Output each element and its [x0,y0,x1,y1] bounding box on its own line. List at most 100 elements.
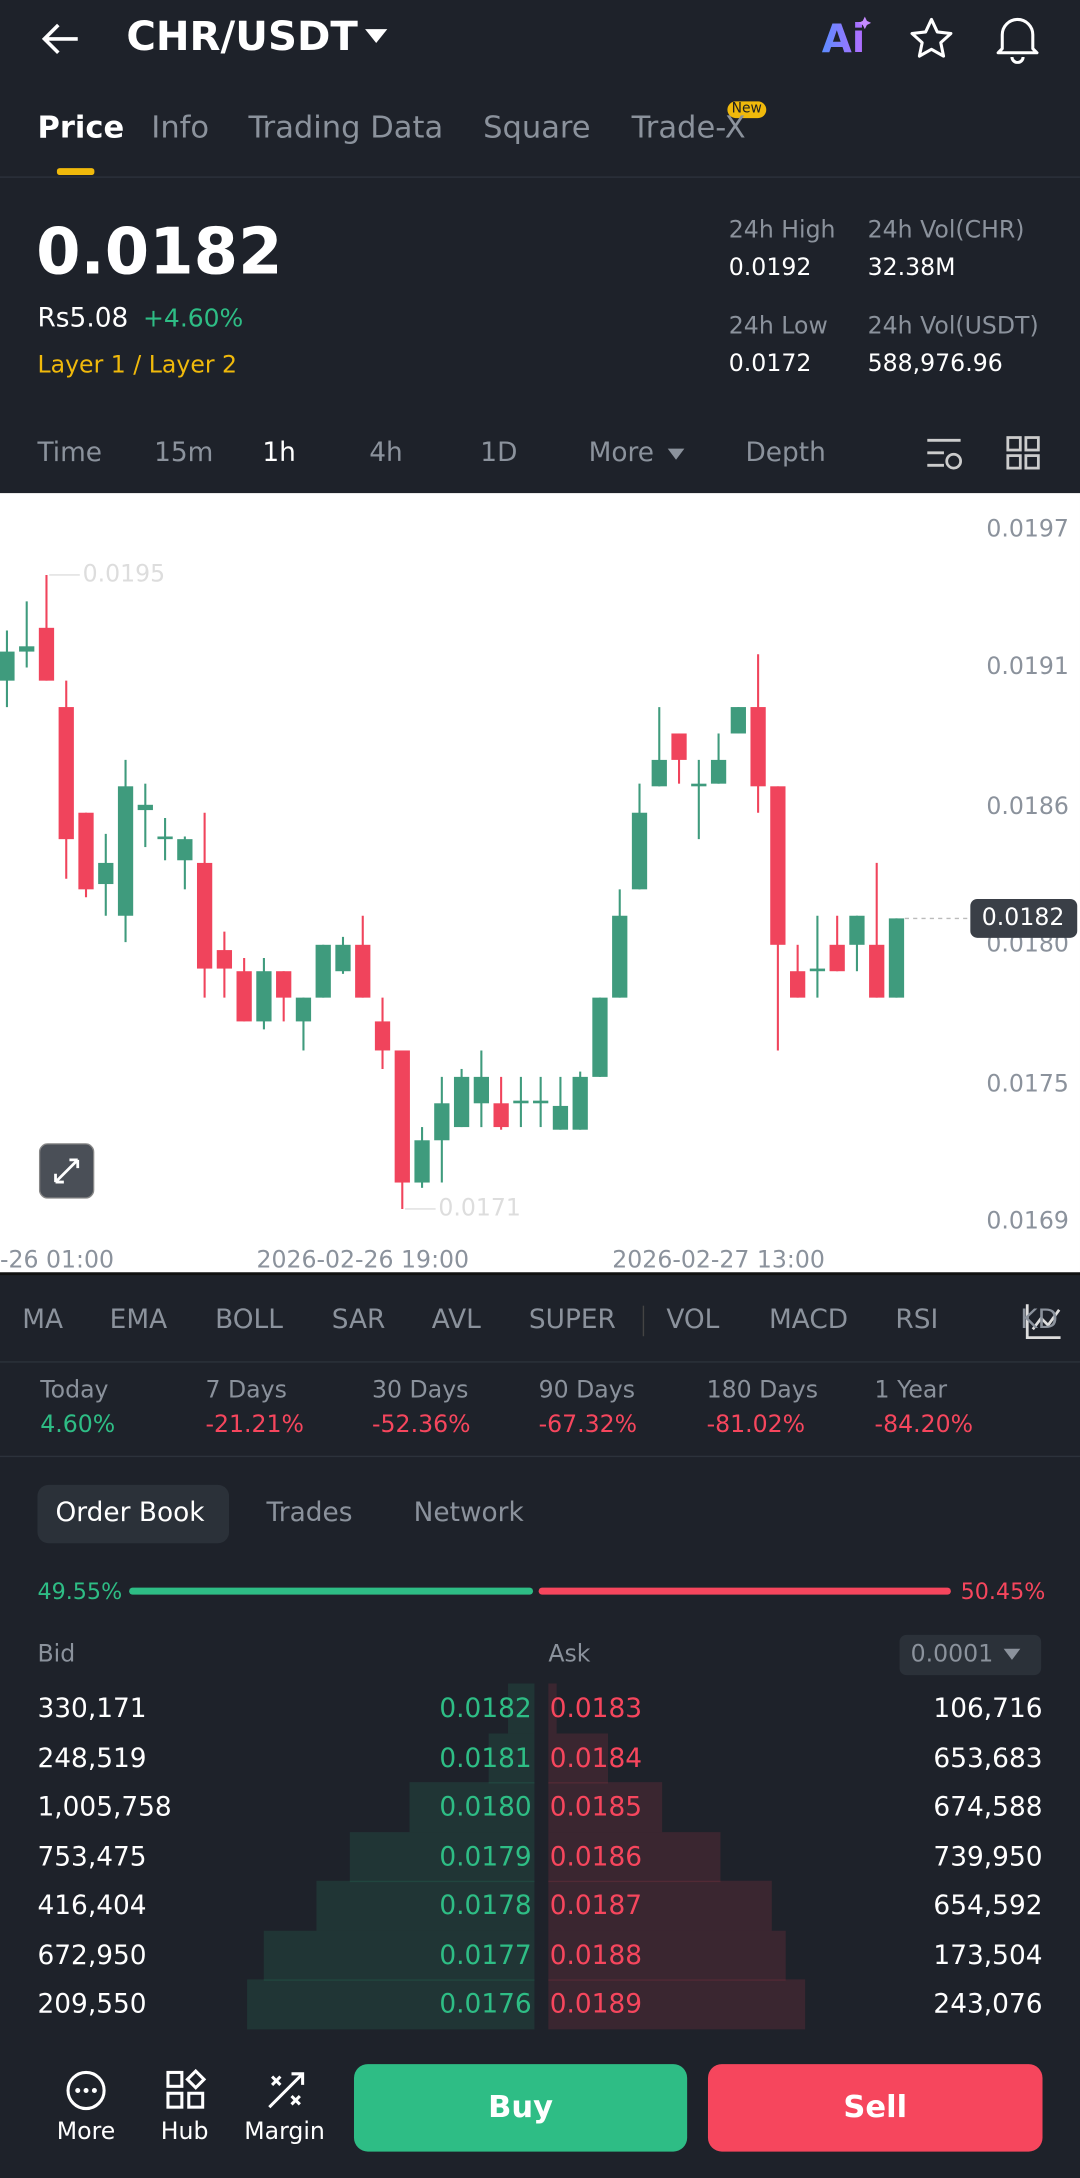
bid-depth [349,1831,535,1882]
tab[interactable]: Square [483,111,591,146]
settings-icon[interactable] [925,435,967,474]
indicator[interactable]: SAR [331,1304,386,1335]
interval[interactable]: Time [37,437,103,469]
precision-box[interactable] [899,1634,1042,1676]
candle-body [117,786,134,916]
margin-icon[interactable] [264,2068,308,2112]
indicator[interactable]: BOLL [215,1304,283,1335]
bid-depth [488,1732,535,1783]
ask-price: 0.0189 [549,1989,643,2020]
interval[interactable]: 15m [154,437,214,469]
stat-label: 24h Vol(USDT) [867,312,1039,341]
buy-label[interactable]: Buy [488,2090,554,2126]
candle-body [869,944,885,998]
bid-price: 0.0178 [439,1890,532,1922]
nav-label[interactable]: More [56,2118,116,2147]
bid-ratio-bar [129,1587,534,1595]
x-tick-label: -26 01:00 [0,1246,114,1273]
indicator[interactable]: VOL [666,1304,720,1335]
divider [0,176,1080,178]
low-label: 0.0171 [438,1193,521,1221]
period-change: -67.32% [538,1411,638,1440]
interval[interactable]: 4h [369,437,403,469]
candle-body [829,944,845,972]
candle-body [453,1076,470,1128]
ask-depth [548,1831,721,1882]
candle-body [493,1103,509,1128]
bid-price: 0.0180 [439,1791,532,1823]
indicator[interactable]: EMA [109,1304,168,1335]
y-tick-label: 0.0191 [986,652,1069,680]
bid-depth [263,1930,535,1981]
period-label: 30 Days [372,1376,469,1405]
nav-label[interactable]: Margin [244,2118,325,2147]
tab[interactable]: Trade-X [631,111,746,146]
ask-qty: 173,504 [933,1939,1043,1971]
hub-icon[interactable] [164,2068,208,2112]
period-label: 7 Days [205,1376,287,1405]
candle-body [849,915,865,945]
bid-qty: 1,005,758 [37,1791,172,1823]
new-badge: New [727,101,767,119]
candle-body [770,786,786,945]
more-icon[interactable] [64,2068,108,2112]
candle-body [888,918,905,998]
layout-icon[interactable] [1005,435,1044,474]
star-icon[interactable] [908,15,955,62]
bid-price: 0.0177 [439,1939,532,1971]
bid-qty: 330,171 [37,1693,147,1724]
interval[interactable]: 1D [480,437,518,469]
interval[interactable]: Depth [745,437,826,469]
indicator[interactable]: SUPER [528,1304,616,1335]
caret [1003,1648,1021,1660]
indicator[interactable]: RSI [895,1304,939,1335]
precision[interactable]: 0.0001 [910,1640,994,1669]
candle-body [473,1076,489,1104]
candle-body [730,707,746,734]
divider [0,1272,1080,1276]
divider [0,1361,1080,1363]
indicator[interactable]: KD [1020,1304,1058,1335]
tab[interactable]: Info [151,111,210,146]
indicator-icon[interactable] [1024,1302,1063,1341]
candle-body [533,1100,549,1104]
bid-depth [316,1880,535,1931]
indicator[interactable]: AVL [431,1304,481,1335]
tab[interactable]: Trading Data [248,111,444,146]
back-icon[interactable] [39,19,83,58]
buy-button[interactable] [353,2064,688,2152]
candle-body [572,1076,588,1130]
candle-body [374,1021,391,1051]
expand-button[interactable] [38,1143,95,1199]
bid-qty: 416,404 [37,1890,147,1922]
y-tick-label: 0.0169 [986,1207,1069,1235]
indicator[interactable]: MACD [769,1304,849,1335]
sector-tag[interactable]: Layer 1 / Layer 2 [37,351,238,380]
period-change: -52.36% [372,1411,471,1440]
bid-price: 0.0176 [439,1989,532,2020]
ask-depth [548,1880,772,1931]
ask-price: 0.0185 [549,1791,643,1823]
indicator[interactable]: MA [22,1304,64,1335]
candle-body [315,944,331,998]
book-tab[interactable]: Network [413,1497,524,1528]
sell-label[interactable]: Sell [843,2090,908,2126]
sell-button[interactable] [707,2064,1043,2152]
last-price-label: 0.0182 [982,903,1065,931]
bell-icon[interactable] [994,14,1041,64]
interval[interactable]: More [588,437,654,469]
nav-label[interactable]: Hub [160,2118,209,2147]
ask-depth [548,1979,805,2030]
candle-body [434,1103,450,1141]
active-tab-bg [37,1484,230,1544]
bid-depth [409,1782,535,1833]
book-tab[interactable]: Order Book [55,1497,205,1528]
ai-icon[interactable]: Ai [819,14,875,64]
caret [667,448,685,460]
interval[interactable]: 1h [262,437,296,469]
tab[interactable]: Price [37,111,125,146]
book-tab[interactable]: Trades [266,1497,353,1528]
pair-title[interactable]: CHR/USDT [126,12,358,60]
candle-body [19,646,35,652]
